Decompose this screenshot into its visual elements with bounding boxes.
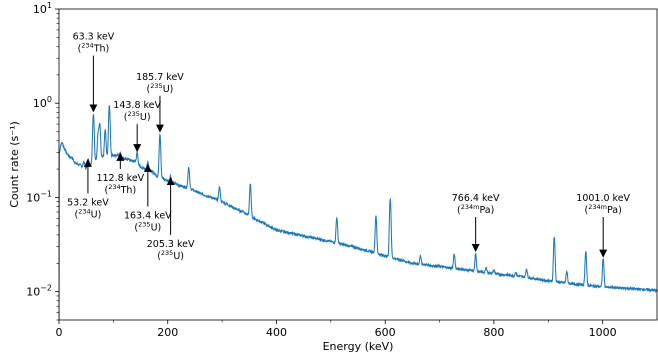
x-tick-label: 0 [56,326,63,339]
annotation-nuclide-label: (235U) [157,249,184,262]
annotation-energy-label: 205.3 keV [147,239,195,250]
annotation-nuclide-label: (234mPa) [585,203,622,216]
axis-ticks-layer: 0 200 400 600 800 1000 10−2 10−1 100 101 [26,1,616,339]
y-tick-label: 101 [33,1,52,16]
annotation-energy-label: 112.8 keV [96,173,144,184]
x-tick-label: 400 [266,326,287,339]
x-axis-label: Energy (keV) [323,340,394,353]
annotation-nuclide-label: (234U) [75,208,102,221]
annotation-energy-label: 53.2 keV [67,198,109,209]
x-tick-label: 1000 [589,326,617,339]
annotation-energy-label: 766.4 keV [452,193,500,204]
annotation-energy-label: 63.3 keV [73,32,115,43]
y-tick-label: 10−1 [26,189,52,204]
x-tick-label: 200 [157,326,178,339]
annotation-nuclide-label: (235U) [134,221,161,234]
annotation-energy-label: 185.7 keV [136,72,184,83]
annotation-energy-label: 163.4 keV [124,211,172,222]
annotation-nuclide-label: (235U) [124,110,151,123]
annotation-nuclide-label: (235U) [147,82,174,95]
x-tick-label: 800 [483,326,504,339]
x-tick-label: 600 [375,326,396,339]
spectrum-series-line [59,105,657,320]
y-tick-label: 10−2 [26,284,52,299]
annotation-nuclide-label: (234mPa) [457,203,494,216]
annotations-layer: 63.3 keV(234Th)185.7 keV(235U)143.8 keV(… [67,32,630,262]
y-tick-label: 100 [33,95,52,110]
plot-frame [58,8,658,321]
spectrum-line-layer [59,105,657,320]
annotation-energy-label: 143.8 keV [113,100,161,111]
annotation-nuclide-label: (234Th) [104,183,136,196]
annotation-nuclide-label: (234Th) [78,42,110,55]
y-axis-label: Count rate (s⁻¹) [8,121,21,208]
annotation-energy-label: 1001.0 keV [576,193,630,204]
